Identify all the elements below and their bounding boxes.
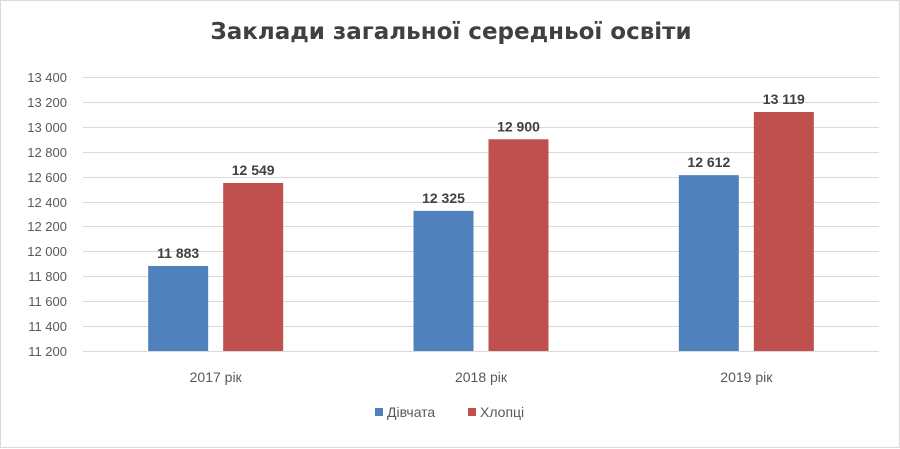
legend-label: Дівчата: [387, 404, 435, 420]
y-tick-label: 13 400: [27, 70, 67, 85]
data-label: 12 612: [687, 154, 730, 170]
legend-swatch-Дівчата: [375, 408, 383, 416]
bar-Хлопці-2019 рік: [753, 111, 814, 351]
y-tick-label: 11 200: [28, 344, 67, 359]
y-tick-label: 11 400: [28, 319, 67, 334]
bar-Хлопці-2017 рік: [223, 182, 284, 351]
legend-label: Хлопці: [480, 404, 524, 420]
bar-Хлопці-2018 рік: [488, 139, 549, 351]
legend-swatch-Хлопці: [468, 408, 476, 416]
y-tick-label: 12 600: [27, 170, 67, 185]
y-tick-label: 11 800: [28, 269, 67, 284]
data-label: 12 900: [497, 118, 540, 134]
y-tick-label: 12 800: [27, 145, 67, 160]
x-tick-label: 2018 рік: [455, 369, 508, 385]
data-label: 12 325: [422, 190, 465, 206]
y-tick-label: 11 600: [28, 294, 67, 309]
x-tick-label: 2019 рік: [720, 369, 773, 385]
y-tick-label: 13 000: [27, 120, 67, 135]
y-tick-label: 12 000: [27, 244, 67, 259]
y-tick-label: 12 400: [27, 195, 67, 210]
bar-Дівчата-2019 рік: [678, 175, 739, 351]
data-label: 13 119: [763, 91, 805, 107]
data-label: 12 549: [232, 162, 275, 178]
y-tick-label: 13 200: [27, 95, 67, 110]
data-label: 11 883: [157, 245, 199, 261]
bar-Дівчата-2017 рік: [148, 265, 209, 351]
x-tick-label: 2017 рік: [190, 369, 243, 385]
chart-title: Заклади загальної середньої освіти: [210, 19, 692, 45]
y-tick-label: 12 200: [27, 219, 67, 234]
bar-Дівчата-2018 рік: [413, 210, 474, 351]
